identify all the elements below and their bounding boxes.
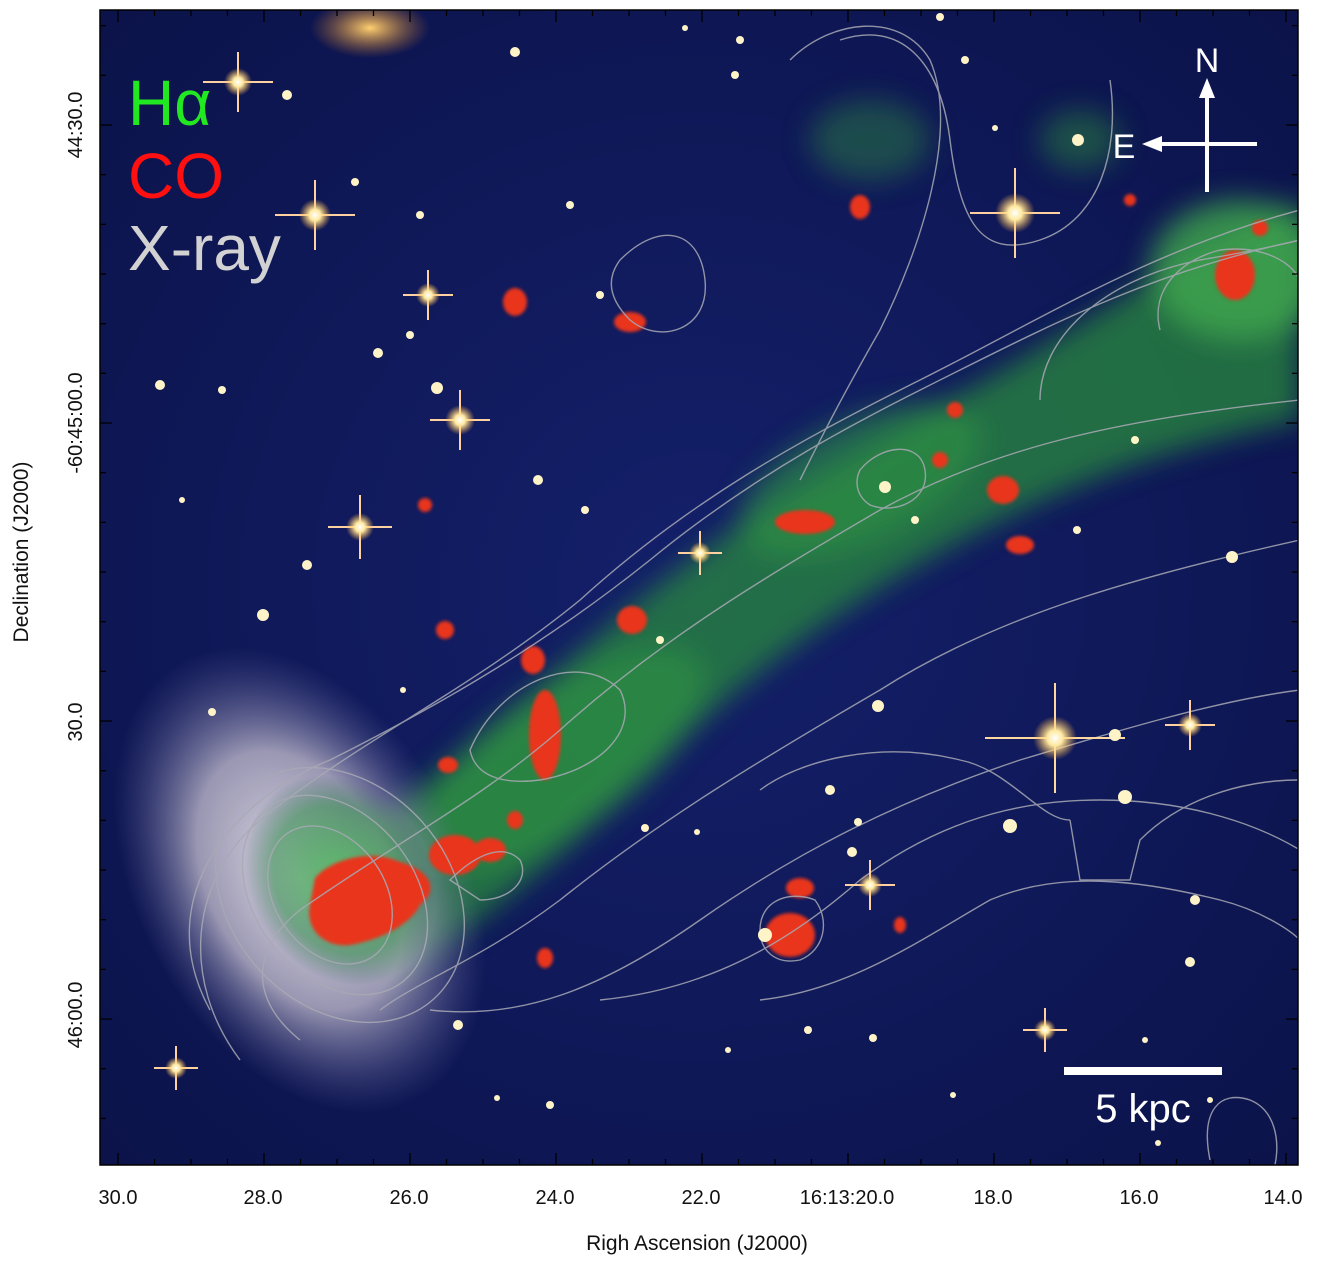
- star-bright: [403, 270, 453, 320]
- legend-co: CO: [128, 140, 224, 212]
- x-tick-label: 22.0: [682, 1187, 721, 1209]
- star-bright: [678, 531, 722, 575]
- star-bright: [328, 495, 392, 559]
- star-bright: [154, 1046, 198, 1090]
- star-bright: [1023, 1008, 1067, 1052]
- star-bright: [275, 180, 355, 250]
- y-tick-label: 46:00.0: [65, 982, 87, 1049]
- foreground-stars: [154, 13, 1238, 1146]
- x-tick-label: 16.0: [1120, 1187, 1159, 1209]
- north-arrowhead-icon: [1199, 78, 1215, 98]
- star-bright: [845, 860, 895, 910]
- axis-ticks: [100, 10, 1298, 1165]
- x-tick-label: 14.0: [1264, 1187, 1303, 1209]
- x-axis-label: Righ Ascension (J2000): [586, 1232, 808, 1255]
- legend-xray: X-ray: [128, 212, 281, 284]
- x-tick-label: 16:13:20.0: [800, 1187, 895, 1209]
- star-bright: [1165, 700, 1215, 750]
- bright-galaxy-top: [310, 10, 430, 58]
- legend-halpha: Hα: [128, 67, 211, 139]
- y-axis-label: Declination (J2000): [10, 462, 33, 643]
- xray-contours: [188, 25, 1298, 1165]
- x-tick-label: 26.0: [390, 1187, 429, 1209]
- image-panel: [100, 10, 1298, 1165]
- scale-bar-label: 5 kpc: [1095, 1087, 1191, 1131]
- y-tick-label: -60:45:00.0: [65, 372, 87, 473]
- scale-bar: 5 kpc: [1064, 1067, 1222, 1131]
- star-bright: [430, 390, 490, 450]
- x-tick-label: 30.0: [99, 1187, 138, 1209]
- star-bright: [985, 683, 1125, 793]
- compass-rose: N E: [1113, 42, 1257, 192]
- plot-frame: [99, 9, 1299, 1166]
- x-tick-label: 24.0: [536, 1187, 575, 1209]
- east-arrowhead-icon: [1142, 136, 1162, 152]
- scale-bar-line: [1064, 1067, 1222, 1075]
- compass-east-label: E: [1113, 128, 1136, 166]
- small-stars: [155, 13, 1238, 1146]
- y-tick-label: 30.0: [65, 703, 87, 742]
- compass-north-label: N: [1195, 42, 1220, 80]
- y-tick-labels: 44:30.0 -60:45:00.0 30.0 46:00.0: [65, 92, 87, 1049]
- x-tick-label: 28.0: [244, 1187, 283, 1209]
- y-tick-label: 44:30.0: [65, 92, 87, 159]
- legend: Hα CO X-ray: [128, 67, 281, 284]
- star-bright: [203, 52, 273, 112]
- star-bright: [970, 168, 1060, 258]
- x-tick-labels: 30.0 28.0 26.0 24.0 22.0 16:13:20.0 18.0…: [99, 1187, 1303, 1209]
- x-tick-label: 18.0: [974, 1187, 1013, 1209]
